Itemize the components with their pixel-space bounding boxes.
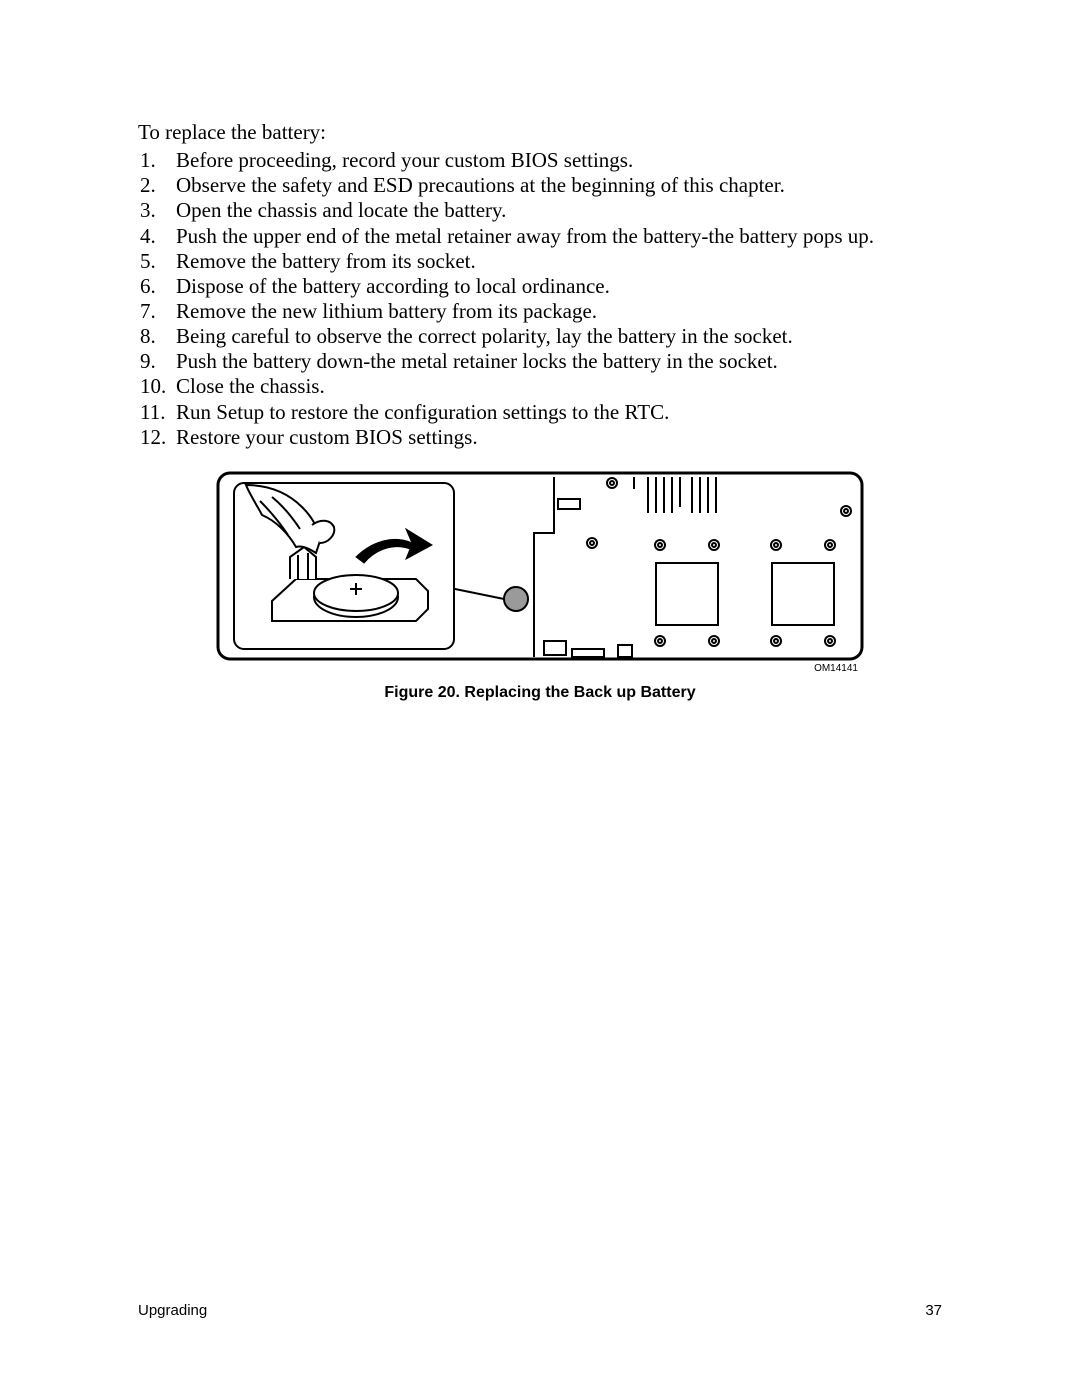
- step-item: 3.Open the chassis and locate the batter…: [138, 198, 942, 222]
- step-number: 2.: [138, 173, 176, 197]
- step-item: 5.Remove the battery from its socket.: [138, 249, 942, 273]
- page: To replace the battery: 1.Before proceed…: [0, 0, 1080, 1397]
- step-text: Observe the safety and ESD precautions a…: [176, 173, 942, 197]
- step-text: Before proceeding, record your custom BI…: [176, 148, 942, 172]
- step-number: 5.: [138, 249, 176, 273]
- step-number: 4.: [138, 224, 176, 248]
- figure-block: OM14141 Figure 20. Replacing the Back up…: [138, 471, 942, 702]
- step-number: 7.: [138, 299, 176, 323]
- step-item: 9.Push the battery down-the metal retain…: [138, 349, 942, 373]
- intro-text: To replace the battery:: [138, 120, 942, 144]
- figure-caption: Figure 20. Replacing the Back up Battery: [138, 684, 942, 702]
- steps-list: 1.Before proceeding, record your custom …: [138, 148, 942, 449]
- step-item: 6.Dispose of the battery according to lo…: [138, 274, 942, 298]
- footer-page-number: 37: [925, 1302, 942, 1319]
- step-text: Run Setup to restore the configuration s…: [176, 400, 942, 424]
- step-number: 8.: [138, 324, 176, 348]
- step-item: 11.Run Setup to restore the configuratio…: [138, 400, 942, 424]
- step-item: 12.Restore your custom BIOS settings.: [138, 425, 942, 449]
- step-number: 3.: [138, 198, 176, 222]
- step-item: 8.Being careful to observe the correct p…: [138, 324, 942, 348]
- step-number: 11.: [138, 400, 176, 424]
- battery-replace-diagram: [216, 471, 864, 661]
- step-text: Push the upper end of the metal retainer…: [176, 224, 942, 248]
- step-text: Dispose of the battery according to loca…: [176, 274, 942, 298]
- page-footer: Upgrading 37: [138, 1302, 942, 1319]
- step-number: 6.: [138, 274, 176, 298]
- step-item: 2.Observe the safety and ESD precautions…: [138, 173, 942, 197]
- step-text: Being careful to observe the correct pol…: [176, 324, 942, 348]
- step-item: 4.Push the upper end of the metal retain…: [138, 224, 942, 248]
- step-item: 1.Before proceeding, record your custom …: [138, 148, 942, 172]
- step-text: Close the chassis.: [176, 374, 942, 398]
- step-number: 12.: [138, 425, 176, 449]
- step-item: 7.Remove the new lithium battery from it…: [138, 299, 942, 323]
- step-number: 10.: [138, 374, 176, 398]
- step-text: Open the chassis and locate the battery.: [176, 198, 942, 222]
- step-number: 1.: [138, 148, 176, 172]
- step-text: Restore your custom BIOS settings.: [176, 425, 942, 449]
- step-item: 10.Close the chassis.: [138, 374, 942, 398]
- figure-id-label: OM14141: [216, 663, 864, 674]
- step-text: Remove the new lithium battery from its …: [176, 299, 942, 323]
- step-number: 9.: [138, 349, 176, 373]
- footer-section: Upgrading: [138, 1302, 207, 1319]
- step-text: Push the battery down-the metal retainer…: [176, 349, 942, 373]
- step-text: Remove the battery from its socket.: [176, 249, 942, 273]
